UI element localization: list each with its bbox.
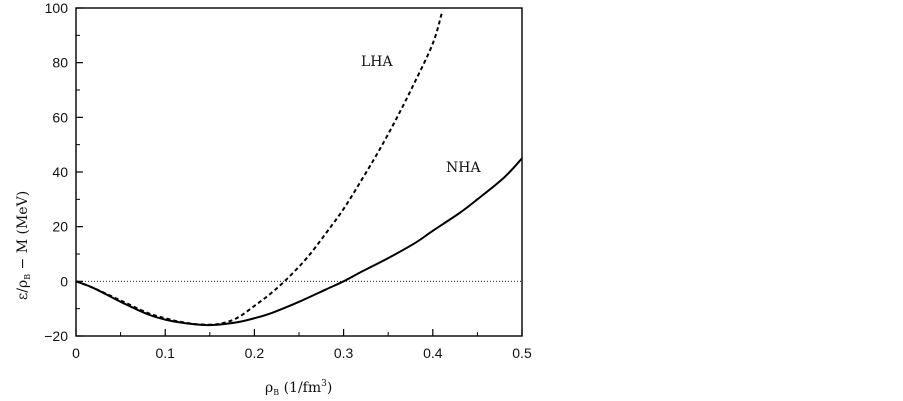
y-tick-label: 100 [45, 0, 69, 16]
x-axis-label-rest: (1/fm [279, 380, 321, 396]
x-axis-label-sub: B [273, 388, 279, 397]
x-tick-label: 0.4 [423, 345, 443, 361]
y-axis-label-sub: B [23, 274, 32, 280]
y-tick-label: 20 [52, 219, 68, 235]
x-tick-label: 0.2 [245, 345, 265, 361]
y-tick-label: −20 [44, 328, 68, 344]
x-axis-label-end: ) [327, 380, 332, 396]
series-label-nha: NHA [446, 160, 481, 176]
x-tick-label: 0 [72, 345, 80, 361]
y-axis-label-a: ε/ρ [15, 280, 31, 300]
series-line-lha [75, 13, 443, 326]
x-axis-label-sup: 3 [321, 379, 327, 389]
y-tick-label: 60 [52, 109, 68, 125]
y-ticks: −20 0 20 40 60 80 100 [44, 0, 83, 344]
x-ticks: 0 0.1 0.2 0.3 0.4 0.5 [72, 329, 532, 361]
x-axis-label-main: ρ [265, 380, 273, 396]
y-tick-label: 80 [52, 55, 68, 71]
x-axis-label: ρB (1/fm3) [265, 379, 332, 397]
y-tick-label: 40 [52, 164, 68, 180]
series-label-lha: LHA [361, 54, 394, 70]
x-tick-label: 0.1 [155, 345, 175, 361]
y-axis-label-b: − M (MeV) [15, 191, 31, 274]
x-tick-label: 0.3 [334, 345, 354, 361]
series-line-nha [75, 157, 523, 327]
x-tick-label: 0.5 [512, 345, 532, 361]
series-lines [75, 13, 523, 327]
y-axis-label: ε/ρB − M (MeV) [15, 191, 32, 300]
y-tick-label: 0 [60, 273, 68, 289]
